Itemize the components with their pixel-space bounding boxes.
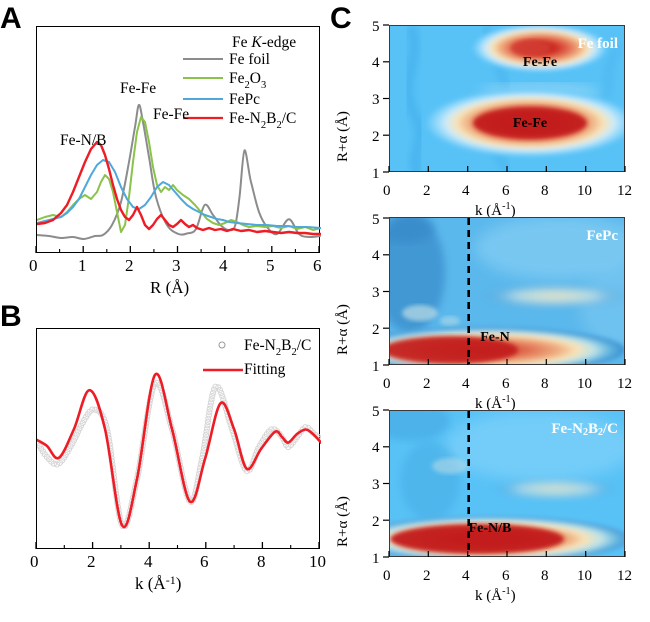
svg-text:Fe-Fe: Fe-Fe xyxy=(513,116,547,131)
svg-text:FePc: FePc xyxy=(586,228,618,244)
svg-text:Fe-Fe: Fe-Fe xyxy=(523,55,557,70)
svg-text:Fe-N: Fe-N xyxy=(480,330,510,345)
svg-text:Fe-N/B: Fe-N/B xyxy=(469,521,512,536)
svg-text:Fe foil: Fe foil xyxy=(578,36,618,52)
